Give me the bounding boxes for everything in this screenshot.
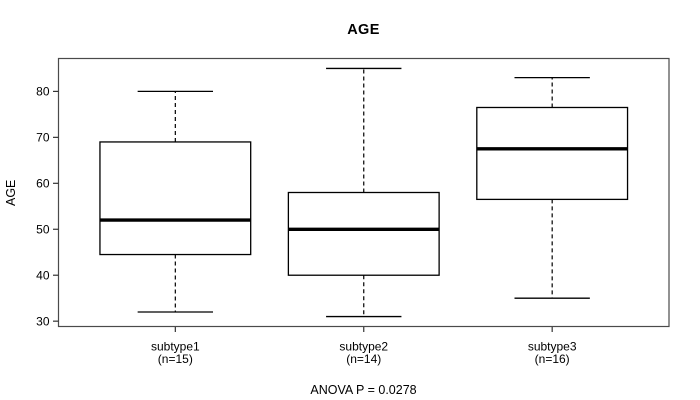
y-tick-label: 30: [36, 314, 50, 328]
y-tick-label: 50: [36, 223, 50, 237]
chart-title: AGE: [347, 22, 380, 38]
y-tick-label: 60: [36, 177, 50, 191]
group-label: subtype1: [151, 340, 200, 354]
group-label: subtype2: [339, 340, 388, 354]
anova-annotation: ANOVA P = 0.0278: [310, 383, 417, 397]
box-subtype1: [99, 141, 252, 256]
group-sublabel: (n=14): [346, 352, 381, 366]
box-subtype2: [287, 191, 440, 276]
y-tick-label: 70: [36, 131, 50, 145]
group-sublabel: (n=16): [535, 352, 570, 366]
group-sublabel: (n=15): [158, 352, 193, 366]
plot-frame: [57, 57, 670, 328]
y-tick-label: 80: [36, 85, 50, 99]
group-label: subtype3: [528, 340, 577, 354]
box-subtype3: [476, 106, 629, 201]
y-tick-label: 40: [36, 269, 50, 283]
